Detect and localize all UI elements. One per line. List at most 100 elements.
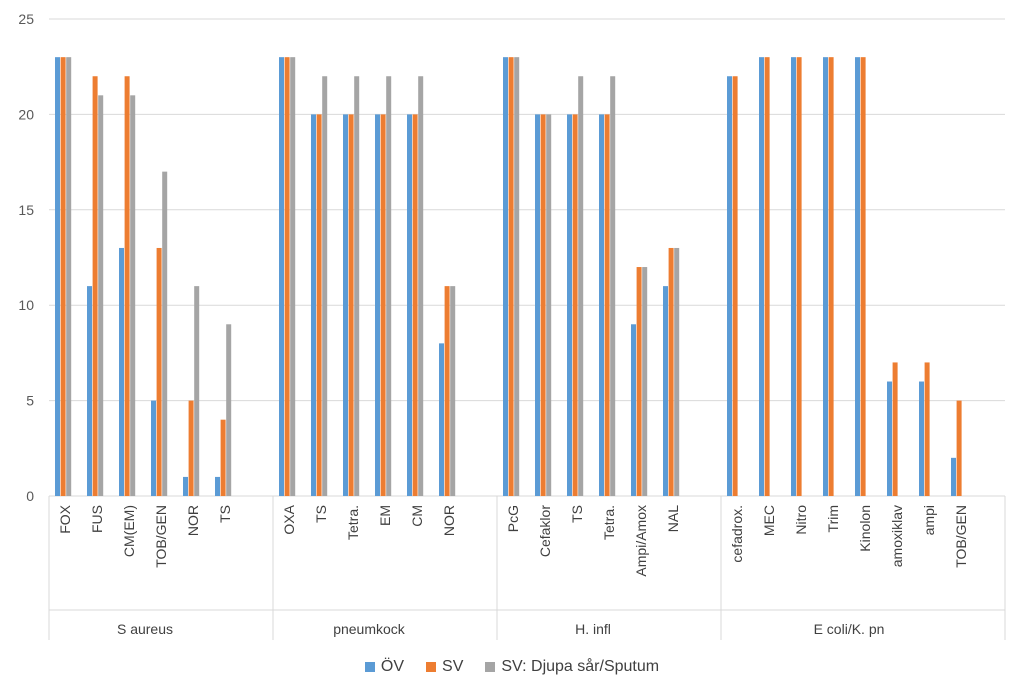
bar--v (343, 114, 348, 497)
bar-sv-djupa-s-r-sputum (162, 171, 168, 496)
category-label: NOR (441, 505, 457, 536)
bar--v (887, 381, 892, 496)
bar-sv-djupa-s-r-sputum (578, 76, 584, 497)
bar-sv (60, 57, 66, 496)
bar--v (919, 381, 924, 496)
category-label: OXA (281, 504, 297, 534)
bar-sv (604, 114, 610, 497)
bar-sv-djupa-s-r-sputum (418, 76, 424, 497)
bar--v (663, 286, 668, 496)
bar-sv-djupa-s-r-sputum (130, 95, 136, 496)
bar--v (119, 247, 124, 496)
category-label: PcG (505, 505, 521, 532)
bar-sv-djupa-s-r-sputum (610, 76, 616, 497)
bar-sv-djupa-s-r-sputum (322, 76, 328, 497)
group-label: E coli/K. pn (814, 621, 885, 637)
legend-item: ÖV (364, 658, 405, 676)
bar-sv-djupa-s-r-sputum (194, 286, 200, 496)
category-label: Ampi/Amox (633, 505, 649, 577)
bar-sv-djupa-s-r-sputum (226, 324, 232, 496)
legend-label: SV: Djupa sår/Sputum (501, 658, 660, 675)
bar-sv-djupa-s-r-sputum (514, 57, 520, 496)
category-label: NAL (665, 505, 681, 532)
legend: ÖV SV SV: Djupa sår/Sputum (0, 652, 1024, 682)
y-tick-label: 15 (18, 202, 34, 218)
bar--v (439, 343, 444, 496)
category-label: NOR (185, 505, 201, 536)
category-label: cefadrox. (729, 505, 745, 563)
bar-sv (444, 286, 450, 496)
bar-sv-djupa-s-r-sputum (386, 76, 392, 497)
bar--v (151, 400, 156, 496)
bar-sv (828, 57, 834, 496)
bar--v (759, 57, 764, 496)
legend-label: ÖV (380, 658, 405, 675)
category-label: Tetra. (345, 505, 361, 540)
bar--v (215, 476, 220, 496)
bar-sv-djupa-s-r-sputum (674, 247, 680, 496)
bar-sv (924, 362, 930, 496)
bar-sv-djupa-s-r-sputum (642, 267, 648, 496)
legend-swatch (426, 662, 437, 672)
group-label: S aureus (117, 621, 173, 637)
bar--v (823, 57, 828, 496)
bar-sv (764, 57, 770, 496)
category-label: TS (313, 505, 329, 523)
category-label: CM (409, 505, 425, 527)
category-label: Cefaklor (537, 505, 553, 557)
bar-sv (188, 400, 194, 496)
bar-sv (348, 114, 354, 497)
bar-sv (572, 114, 578, 497)
bar-sv (92, 76, 98, 497)
bar--v (631, 324, 636, 496)
group-label: H. infl (575, 621, 611, 637)
category-label: Kinolon (857, 505, 873, 552)
bar--v (407, 114, 412, 497)
bar-sv-djupa-s-r-sputum (354, 76, 360, 497)
category-label: FUS (89, 505, 105, 533)
bar--v (535, 114, 540, 497)
bar-sv-djupa-s-r-sputum (98, 95, 104, 496)
bar--v (183, 476, 188, 496)
bar-sv-djupa-s-r-sputum (66, 57, 72, 496)
bar-sv-djupa-s-r-sputum (450, 286, 456, 496)
bar--v (503, 57, 508, 496)
chart-plot: 0 5 10 15 20 25 FOX FUS CM(EM) TOB/GEN NOR TS S aure… (18, 11, 1006, 640)
category-label: TOB/GEN (953, 505, 969, 568)
y-tick-label: 10 (18, 297, 34, 313)
bar-sv (796, 57, 802, 496)
bar-sv (124, 76, 130, 497)
bar-sv (892, 362, 898, 496)
category-label: ampi (921, 505, 937, 535)
bar-sv (508, 57, 514, 496)
category-label: Tetra. (601, 505, 617, 540)
category-label: Nitro (793, 505, 809, 535)
legend-swatch (364, 662, 375, 672)
category-label: Trim (825, 505, 841, 532)
category-label: TOB/GEN (153, 505, 169, 568)
bar-sv (412, 114, 418, 497)
category-label: TS (217, 505, 233, 523)
bar-sv (156, 247, 162, 496)
bar-sv-djupa-s-r-sputum (546, 114, 552, 497)
bar--v (87, 286, 92, 496)
bar-sv (284, 57, 290, 496)
bar-sv (732, 76, 738, 497)
y-tick-label: 25 (18, 11, 34, 27)
bar-sv (668, 247, 674, 496)
category-label: amoxiklav (889, 505, 905, 567)
y-tick-label: 0 (26, 488, 34, 504)
bar--v (951, 457, 956, 496)
legend-item: SV (426, 658, 463, 676)
bar--v (311, 114, 316, 497)
bar--v (855, 57, 860, 496)
bar--v (599, 114, 604, 497)
bar--v (567, 114, 572, 497)
bar-sv (540, 114, 546, 497)
y-tick-label: 20 (18, 106, 34, 122)
bar-sv (380, 114, 386, 497)
bar--v (279, 57, 284, 496)
bar-sv (636, 267, 642, 496)
category-label: TS (569, 505, 585, 523)
